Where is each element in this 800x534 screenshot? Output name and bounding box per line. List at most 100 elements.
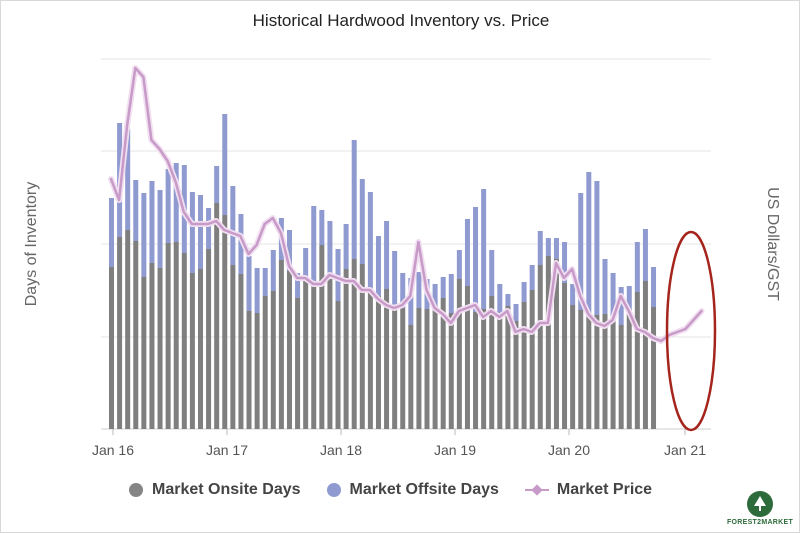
bar-offsite[interactable] [359,179,365,264]
bar-offsite[interactable] [448,274,454,313]
legend-item-offsite[interactable]: Market Offsite Days [326,481,499,499]
bar-onsite[interactable] [335,301,341,429]
bar-onsite[interactable] [214,203,220,429]
bar-offsite[interactable] [149,181,155,263]
bar-onsite[interactable] [359,264,365,429]
bar-offsite[interactable] [513,304,519,321]
bar-offsite[interactable] [626,286,632,309]
bar-onsite[interactable] [618,325,624,429]
bar-offsite[interactable] [456,250,462,279]
bar-onsite[interactable] [286,271,292,429]
bar-onsite[interactable] [165,243,171,429]
bar-onsite[interactable] [173,242,179,429]
bar-offsite[interactable] [197,195,203,269]
bar-offsite[interactable] [489,250,495,296]
bar-offsite[interactable] [230,186,236,265]
bar-onsite[interactable] [343,269,349,429]
bar-offsite[interactable] [327,221,333,273]
bar-offsite[interactable] [408,278,414,325]
bar-offsite[interactable] [375,236,381,296]
bar-onsite[interactable] [464,286,470,429]
bar-onsite[interactable] [578,310,584,429]
bar-offsite[interactable] [432,284,438,306]
bar-offsite[interactable] [529,265,535,290]
bar-offsite[interactable] [133,180,139,241]
bar-offsite[interactable] [206,208,212,249]
bar-offsite[interactable] [537,231,543,265]
bar-onsite[interactable] [125,230,131,429]
bar-offsite[interactable] [521,282,527,302]
bar-offsite[interactable] [464,219,470,286]
bar-onsite[interactable] [448,313,454,429]
bar-offsite[interactable] [295,273,301,298]
bar-onsite[interactable] [230,265,236,429]
price-line[interactable] [109,66,703,343]
bar-onsite[interactable] [149,263,155,429]
bar-onsite[interactable] [432,306,438,429]
bar-offsite[interactable] [416,272,422,308]
bar-offsite[interactable] [392,251,398,305]
bar-offsite[interactable] [246,256,252,311]
bar-offsite[interactable] [642,229,648,281]
bar-offsite[interactable] [497,284,503,314]
bar-offsite[interactable] [545,238,551,256]
bar-onsite[interactable] [642,281,648,429]
bar-offsite[interactable] [618,287,624,325]
bar-offsite[interactable] [109,198,114,267]
bar-offsite[interactable] [562,242,568,283]
bar-offsite[interactable] [165,169,171,243]
bar-offsite[interactable] [286,230,292,271]
bar-onsite[interactable] [497,314,503,429]
bar-onsite[interactable] [222,215,228,429]
bar-onsite[interactable] [489,296,495,429]
bar-offsite[interactable] [351,140,357,259]
bar-onsite[interactable] [562,283,568,429]
bar-offsite[interactable] [311,206,317,285]
bar-onsite[interactable] [109,267,114,429]
bar-offsite[interactable] [157,190,163,268]
bar-onsite[interactable] [133,241,139,429]
bar-offsite[interactable] [440,277,446,298]
bar-onsite[interactable] [270,291,276,429]
bar-onsite[interactable] [586,312,592,429]
bar-offsite[interactable] [481,189,487,309]
bar-onsite[interactable] [505,306,511,429]
bar-offsite[interactable] [602,259,608,314]
bar-offsite[interactable] [505,294,511,306]
bar-onsite[interactable] [408,325,414,429]
bar-onsite[interactable] [254,313,260,429]
bar-onsite[interactable] [375,296,381,429]
bar-onsite[interactable] [610,320,616,429]
bar-onsite[interactable] [594,315,600,429]
bar-onsite[interactable] [602,314,608,429]
bar-offsite[interactable] [634,242,640,292]
bar-offsite[interactable] [367,192,373,291]
bar-onsite[interactable] [529,290,535,429]
legend-item-price[interactable]: Market Price [524,481,652,499]
bar-offsite[interactable] [262,268,268,296]
bar-onsite[interactable] [319,245,325,429]
bar-onsite[interactable] [513,321,519,429]
bar-onsite[interactable] [392,305,398,429]
bar-offsite[interactable] [173,163,179,242]
bar-onsite[interactable] [303,277,309,429]
bar-onsite[interactable] [278,260,284,429]
bar-onsite[interactable] [117,237,123,429]
bar-offsite[interactable] [400,273,406,308]
bar-offsite[interactable] [343,224,349,269]
bar-offsite[interactable] [141,193,147,277]
bar-onsite[interactable] [197,269,203,429]
bar-onsite[interactable] [626,309,632,429]
bar-onsite[interactable] [521,302,527,429]
bar-offsite[interactable] [254,268,260,313]
bar-onsite[interactable] [553,259,559,429]
bar-offsite[interactable] [570,284,576,305]
bar-onsite[interactable] [570,305,576,429]
bar-onsite[interactable] [367,291,373,429]
bar-onsite[interactable] [141,277,147,429]
bar-onsite[interactable] [481,309,487,429]
bar-onsite[interactable] [400,308,406,429]
bar-onsite[interactable] [311,285,317,429]
bar-onsite[interactable] [327,273,333,429]
bar-onsite[interactable] [384,289,390,429]
